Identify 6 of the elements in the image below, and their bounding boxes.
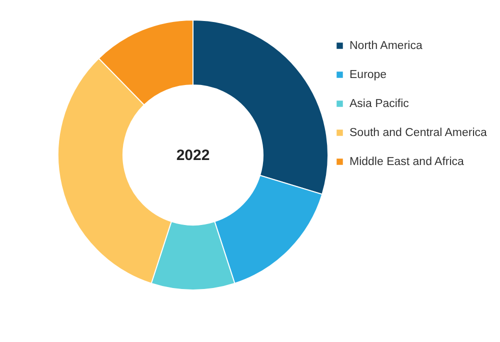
- text: 2022: [176, 147, 210, 164]
- legend-label: Middle East and Africa: [350, 156, 465, 168]
- legend-label: Asia Pacific: [350, 98, 410, 110]
- legend-label: Europe: [350, 68, 387, 81]
- legend-label: North America: [350, 40, 423, 52]
- legend-label: South and Central America: [350, 126, 488, 139]
